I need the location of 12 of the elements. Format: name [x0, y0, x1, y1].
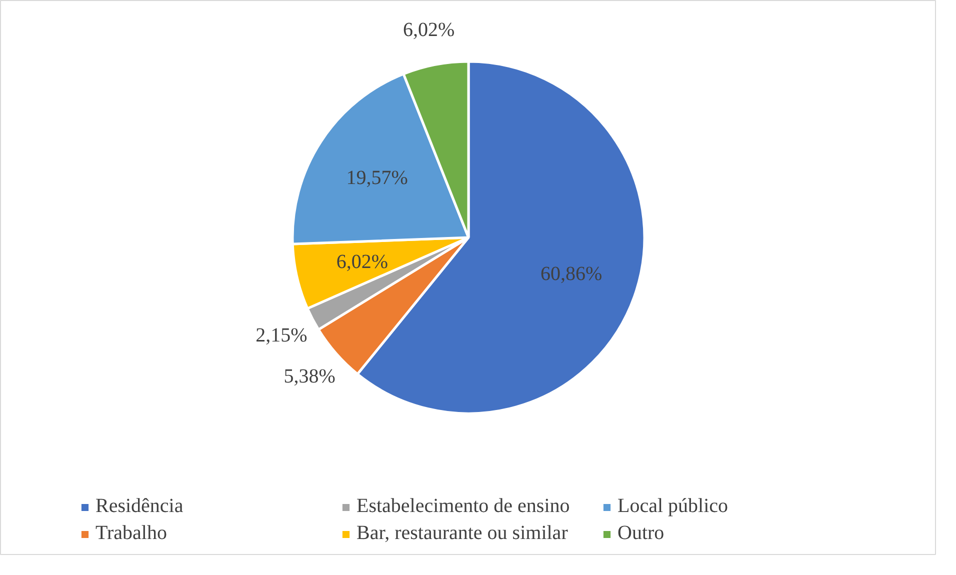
- legend-label: Outro: [618, 522, 666, 545]
- data-label: 5,38%: [284, 366, 336, 388]
- legend-label: Residência: [96, 495, 184, 518]
- data-label: 6,02%: [336, 250, 388, 273]
- data-label: 2,15%: [256, 324, 308, 347]
- legend-label: Bar, restaurante ou similar: [356, 522, 569, 545]
- legend-label: Local público: [618, 495, 730, 518]
- data-label: 19,57%: [346, 166, 408, 189]
- data-label: 60,86%: [540, 263, 602, 286]
- data-label: 6,02%: [402, 19, 455, 42]
- legend-label: Trabalho: [96, 522, 168, 545]
- legend-label: Estabelecimento de ensino: [356, 495, 571, 518]
